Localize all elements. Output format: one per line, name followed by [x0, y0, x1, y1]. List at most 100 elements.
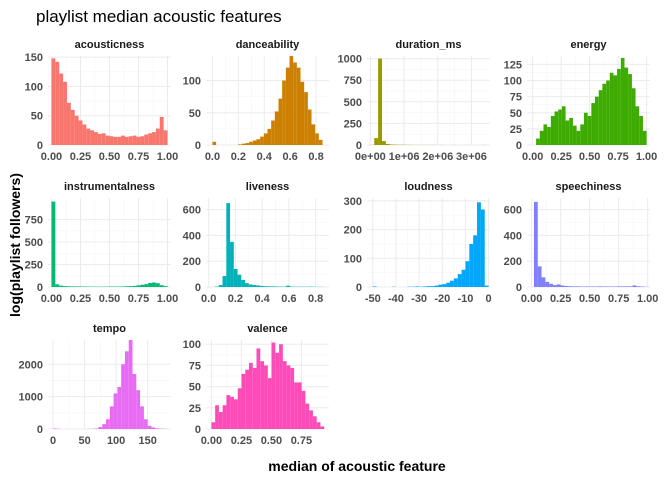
x-tick-label: 0.8 — [308, 293, 323, 305]
x-tick-label: 1e+06 — [389, 151, 420, 163]
histogram-bar — [241, 373, 246, 429]
x-tick-label: 0.2 — [231, 151, 246, 163]
x-axis-label: median of acoustic feature — [268, 458, 446, 474]
histogram-bar — [556, 284, 561, 287]
x-tick-label: -30 — [411, 293, 427, 305]
histogram-bar — [218, 285, 223, 287]
histogram-bar — [128, 136, 133, 145]
y-tick-label: 200 — [344, 225, 362, 237]
histogram-bar — [583, 112, 588, 145]
x-tick-label: 0.25 — [550, 151, 571, 163]
y-tick-label: 0 — [37, 140, 43, 152]
histogram-bar — [121, 135, 125, 145]
histogram-bar — [594, 286, 599, 287]
histogram-bar — [163, 286, 168, 287]
histogram-bar — [477, 202, 481, 287]
y-tick-label: 600 — [504, 205, 522, 217]
facet-strip-label: energy — [570, 39, 607, 51]
x-tick-label: -10 — [457, 293, 473, 305]
x-tick-label: 0.4 — [255, 293, 271, 305]
histogram-bar — [163, 130, 168, 145]
histogram-bar — [245, 143, 250, 145]
histogram-bar — [252, 285, 257, 287]
histogram-bar — [640, 286, 644, 287]
y-tick-label: 25 — [510, 124, 522, 136]
x-tick-label: 0.75 — [128, 293, 149, 305]
histogram-bar — [631, 88, 636, 145]
y-tick-label: 0 — [37, 424, 43, 436]
histogram-bar — [132, 135, 137, 145]
histogram-bar — [132, 285, 137, 287]
histogram-bar — [63, 286, 67, 287]
histogram-bar — [271, 286, 275, 287]
histogram-bar — [59, 285, 64, 287]
histogram-bar — [624, 286, 629, 287]
histogram-bar — [264, 365, 268, 429]
histogram-bar — [307, 109, 312, 145]
histogram-bar — [159, 285, 164, 287]
x-tick-label: 0.25 — [70, 293, 91, 305]
histogram-bar — [537, 266, 542, 287]
histogram-bar — [422, 286, 427, 287]
histogram-bar — [609, 72, 614, 145]
histogram-bar — [536, 138, 540, 145]
histogram-bar — [109, 406, 114, 429]
histogram-bar — [602, 286, 606, 287]
histogram-bar — [587, 286, 591, 287]
histogram-bar — [252, 140, 257, 145]
y-tick-label: 75 — [510, 92, 522, 104]
facet-strip-label: liveness — [246, 181, 289, 193]
x-tick-label: 3e+06 — [456, 151, 487, 163]
histogram-bar — [94, 132, 98, 145]
histogram-bar — [598, 90, 603, 145]
histogram-bar — [469, 243, 474, 287]
histogram-bar — [263, 286, 268, 287]
x-tick-label: 1.00 — [637, 293, 658, 305]
facet-strip-label: acousticness — [75, 39, 145, 51]
histogram-bar — [484, 285, 489, 287]
histogram-bar — [252, 367, 257, 429]
histogram-bar — [550, 115, 555, 145]
y-tick-label: 50 — [189, 108, 201, 120]
x-tick-label: 0.00 — [521, 293, 542, 305]
histogram-bar — [558, 109, 562, 145]
histogram-bar — [598, 286, 603, 287]
histogram-bar — [222, 405, 227, 429]
histogram-bar — [560, 285, 565, 287]
histogram-bar — [415, 286, 420, 287]
histogram-bar — [155, 128, 160, 145]
histogram-bar — [541, 277, 546, 287]
histogram-bar — [70, 286, 75, 287]
y-tick-label: 600 — [183, 205, 201, 217]
histogram-bar — [271, 120, 275, 145]
histogram-bar — [124, 136, 129, 145]
histogram-bar — [117, 386, 122, 429]
facet-strip-label: loudness — [404, 181, 452, 193]
histogram-bar — [275, 352, 280, 429]
histogram-bar — [320, 426, 325, 429]
histogram-bar — [101, 133, 106, 145]
x-tick-label: 0.50 — [579, 293, 600, 305]
histogram-bar — [245, 369, 249, 429]
panel-duration-ms: duration_ms 0e+00 1e+06 2e+06 3e+06 0 250 500 75… — [338, 39, 490, 163]
y-tick-label: 2000 — [19, 359, 43, 371]
histogram-bar — [385, 143, 390, 145]
y-tick-label: 150 — [25, 52, 43, 64]
histogram-bar — [554, 111, 559, 145]
panel-loudness: loudness -50 -40 -30 -20 -10 0 0 100 200 300 — [344, 181, 492, 305]
histogram-bar — [587, 115, 592, 145]
histogram-bar — [583, 286, 588, 287]
histogram-bar — [617, 68, 621, 145]
histogram-bar — [267, 128, 272, 145]
histogram-bar — [309, 410, 313, 429]
x-tick-label: -50 — [365, 293, 381, 305]
histogram-bar — [430, 286, 435, 287]
x-tick-label: 0.50 — [99, 151, 120, 163]
histogram-bar — [249, 141, 253, 145]
histogram-bar — [632, 285, 637, 287]
histogram-bar — [152, 132, 156, 145]
panel-acousticness: acousticness 0.00 0.25 0.50 0.75 1.00 0 50 100 15… — [25, 39, 179, 163]
x-tick-label: -40 — [388, 293, 404, 305]
x-tick-label: 0.25 — [70, 151, 91, 163]
